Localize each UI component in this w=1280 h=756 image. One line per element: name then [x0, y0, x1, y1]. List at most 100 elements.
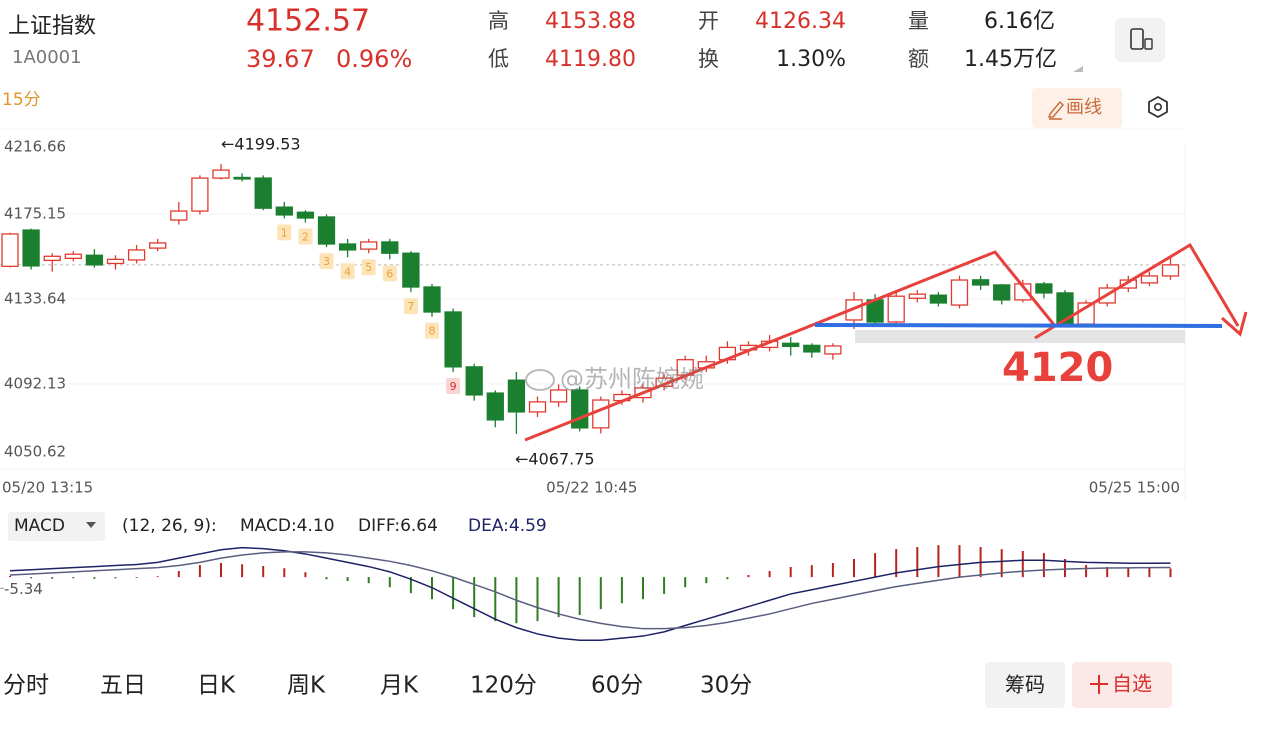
- trend-line: [524, 250, 1057, 442]
- candle-body: [85, 254, 104, 266]
- candle-body: [212, 169, 230, 179]
- y-tick-label: 4175.15: [4, 205, 66, 223]
- stat-value: 1.45万亿: [964, 47, 1057, 72]
- tab[interactable]: 60分: [591, 673, 643, 699]
- candle-body: [275, 206, 293, 216]
- candle-body: [908, 293, 926, 299]
- legend-item: DIFF:6.64: [358, 516, 438, 536]
- settings-icon[interactable]: [1148, 95, 1168, 119]
- change: 39.67: [246, 45, 315, 73]
- candle-body: [782, 342, 800, 348]
- sequence-label: 2: [302, 230, 309, 243]
- indicator-name: MACD: [14, 516, 65, 536]
- candle-body: [1119, 279, 1137, 289]
- candle-body: [127, 249, 146, 261]
- watermark: @苏州陈婉婉: [560, 365, 704, 393]
- watermark-icon: [525, 369, 555, 391]
- low-annotation: ←4067.75: [515, 450, 595, 469]
- draw-button[interactable]: [1032, 88, 1122, 128]
- candle-body: [971, 279, 990, 286]
- candle-body: [1035, 283, 1053, 294]
- candle-body: [233, 176, 251, 180]
- draw-label: 画线: [1066, 97, 1102, 118]
- candle-body: [444, 311, 462, 368]
- sequence-label: 4: [344, 265, 351, 278]
- legend-item: MACD:4.10: [240, 516, 335, 536]
- landscape-button[interactable]: [1115, 18, 1165, 62]
- tab[interactable]: 月K: [380, 673, 419, 699]
- stat-label: 开: [698, 9, 719, 33]
- stat-value: 4153.88: [545, 9, 636, 34]
- sequence-label: 5: [365, 261, 372, 274]
- candle-body: [993, 284, 1011, 301]
- settings-icon: [1154, 103, 1163, 112]
- candle-body: [549, 389, 568, 403]
- tab[interactable]: 30分: [700, 673, 752, 699]
- trend-line: [1034, 242, 1240, 340]
- candle-body: [950, 279, 969, 306]
- change-pct: 0.96%: [336, 45, 412, 73]
- stat-value: 4119.80: [545, 47, 636, 72]
- phone-icon: [1144, 38, 1153, 50]
- chips-button[interactable]: [985, 662, 1065, 708]
- candle-body: [402, 252, 420, 288]
- sequence-box: [277, 224, 292, 241]
- candle-body: [571, 389, 589, 429]
- tab[interactable]: 日K: [197, 673, 236, 699]
- candle-body: [1, 233, 19, 267]
- support-line: [814, 323, 1223, 328]
- level-annotation: 4120: [1002, 345, 1113, 391]
- candle-body: [149, 242, 167, 249]
- x-tick-label: 05/20 13:15: [2, 479, 93, 497]
- candle-body: [592, 399, 610, 429]
- candle-body: [1140, 275, 1159, 284]
- legend-item: DEA:4.59: [468, 516, 547, 536]
- watchlist-button[interactable]: [1072, 662, 1172, 708]
- candle-body: [465, 366, 483, 396]
- candle-body: [929, 294, 948, 304]
- index-code: 1A0001: [12, 47, 82, 68]
- sequence-label: 6: [386, 267, 393, 280]
- price: 4152.57: [246, 4, 370, 39]
- tab[interactable]: 120分: [470, 673, 537, 699]
- stat-value: 4126.34: [755, 9, 846, 34]
- stat-label: 换: [698, 47, 719, 71]
- indicator-params: (12, 26, 9):: [122, 516, 217, 536]
- sequence-label: 9: [450, 380, 457, 393]
- tab[interactable]: 周K: [287, 673, 326, 699]
- candle-body: [296, 211, 315, 219]
- corner: [1073, 66, 1083, 72]
- sequence-label: 7: [407, 300, 414, 313]
- sequence-box: [340, 263, 355, 280]
- sequence-box: [446, 377, 461, 394]
- stat-label: 高: [488, 9, 509, 33]
- sequence-label: 8: [429, 325, 436, 338]
- high-annotation: ←4199.53: [221, 135, 301, 154]
- x-tick-label: 05/25 15:00: [1089, 479, 1180, 497]
- candle-body: [1161, 264, 1180, 277]
- sequence-box: [425, 322, 439, 339]
- candle-body: [22, 229, 40, 267]
- candle-body: [64, 253, 82, 259]
- sequence-box: [319, 253, 334, 270]
- tab[interactable]: 五日: [100, 673, 146, 699]
- support-band: [855, 330, 1185, 343]
- watchlist-label: 自选: [1112, 672, 1152, 696]
- dropdown-arrow: [86, 522, 96, 528]
- candle-body: [170, 210, 188, 221]
- index-name: 上证指数: [8, 14, 96, 39]
- sequence-box: [403, 298, 418, 315]
- sequence-label: 3: [323, 255, 330, 268]
- chips-label: 筹码: [1005, 673, 1045, 697]
- period[interactable]: 15分: [2, 90, 41, 110]
- candle-body: [381, 241, 399, 254]
- sequence-box: [298, 228, 313, 245]
- candle-body: [528, 401, 547, 413]
- y-tick-label: 4092.13: [4, 375, 66, 393]
- plus-icon: [1090, 675, 1108, 694]
- candle-body: [486, 392, 504, 421]
- tab[interactable]: 分时: [3, 673, 49, 699]
- indicator-select[interactable]: [8, 512, 105, 541]
